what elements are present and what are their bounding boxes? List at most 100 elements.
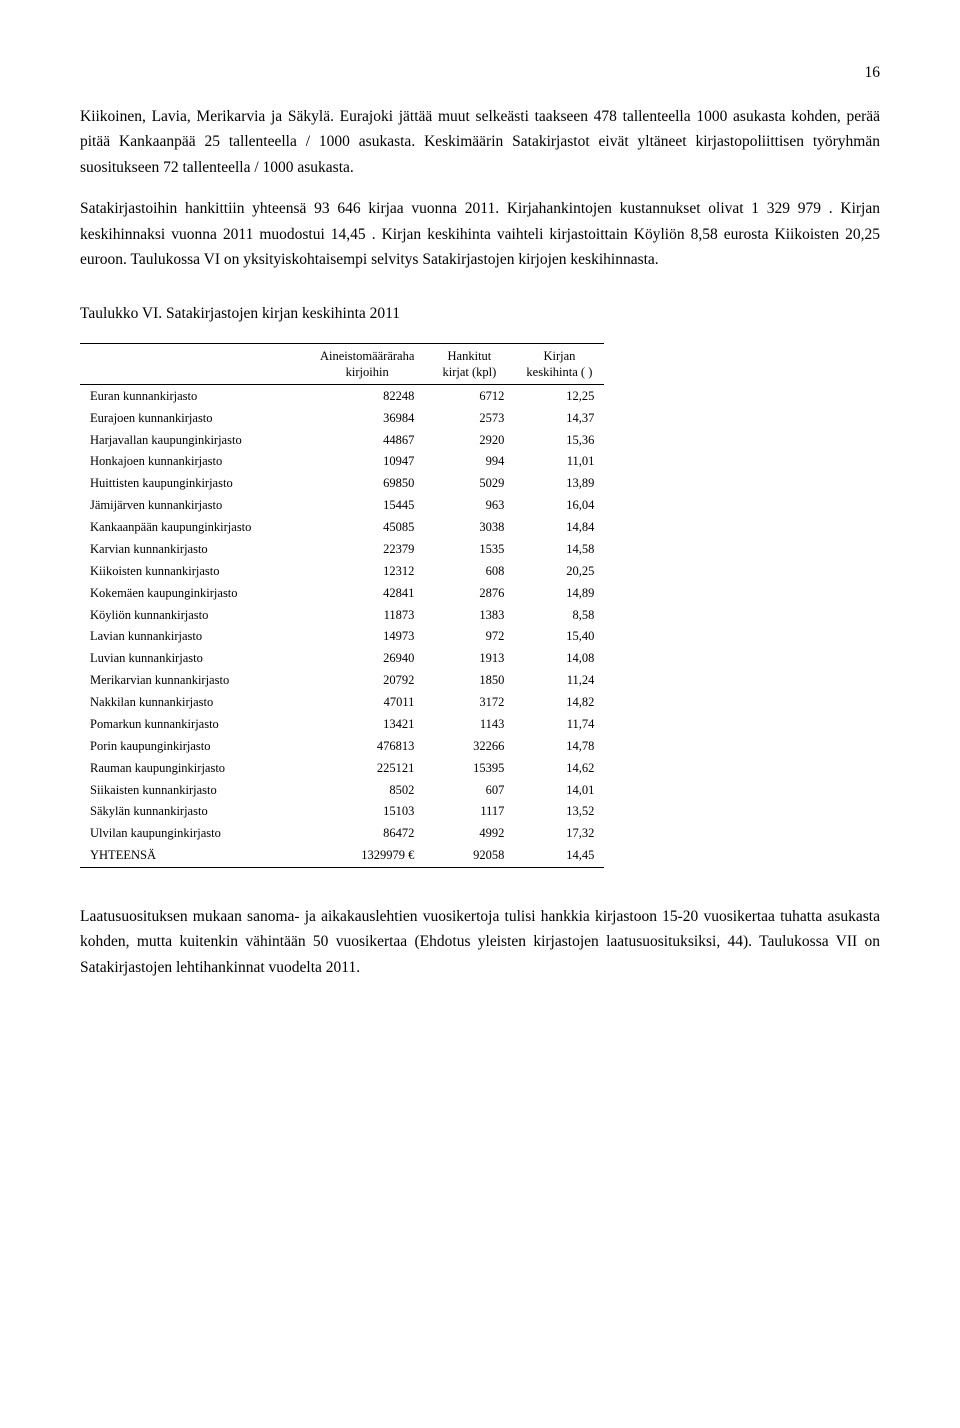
cell-books: 1143 [424, 713, 514, 735]
cell-budget: 8502 [310, 779, 424, 801]
cell-price: 14,01 [514, 779, 604, 801]
table-header-row: Aineistomääräraha kirjoihin Hankitut kir… [80, 343, 604, 385]
table-row: YHTEENSÄ1329979 €9205814,45 [80, 845, 604, 867]
col-header-empty [80, 343, 310, 385]
cell-price: 14,08 [514, 648, 604, 670]
cell-price: 15,36 [514, 429, 604, 451]
cell-budget: 26940 [310, 648, 424, 670]
table-row: Euran kunnankirjasto82248671212,25 [80, 385, 604, 407]
cell-price: 14,62 [514, 757, 604, 779]
cell-price: 14,37 [514, 407, 604, 429]
cell-price: 16,04 [514, 495, 604, 517]
table-row: Kankaanpään kaupunginkirjasto45085303814… [80, 517, 604, 539]
paragraph-2: Satakirjastoihin hankittiin yhteensä 93 … [80, 196, 880, 273]
cell-library-name: Huittisten kaupunginkirjasto [80, 473, 310, 495]
table-row: Eurajoen kunnankirjasto36984257314,37 [80, 407, 604, 429]
cell-budget: 13421 [310, 713, 424, 735]
table-row: Merikarvian kunnankirjasto20792185011,24 [80, 670, 604, 692]
table-row: Säkylän kunnankirjasto15103111713,52 [80, 801, 604, 823]
cell-budget: 476813 [310, 735, 424, 757]
cell-budget: 82248 [310, 385, 424, 407]
cell-budget: 1329979 € [310, 845, 424, 867]
table-row: Nakkilan kunnankirjasto47011317214,82 [80, 692, 604, 714]
cell-budget: 10947 [310, 451, 424, 473]
cell-price: 13,52 [514, 801, 604, 823]
cell-price: 8,58 [514, 604, 604, 626]
cell-books: 607 [424, 779, 514, 801]
cell-price: 14,89 [514, 582, 604, 604]
cell-library-name: Pomarkun kunnankirjasto [80, 713, 310, 735]
cell-price: 13,89 [514, 473, 604, 495]
table-row: Kiikoisten kunnankirjasto1231260820,25 [80, 560, 604, 582]
cell-price: 12,25 [514, 385, 604, 407]
cell-price: 14,78 [514, 735, 604, 757]
cell-budget: 15445 [310, 495, 424, 517]
table-row: Rauman kaupunginkirjasto2251211539514,62 [80, 757, 604, 779]
col-header-books: Hankitut kirjat (kpl) [424, 343, 514, 385]
cell-books: 3038 [424, 517, 514, 539]
cell-library-name: Harjavallan kaupunginkirjasto [80, 429, 310, 451]
table-row: Karvian kunnankirjasto22379153514,58 [80, 538, 604, 560]
cell-books: 32266 [424, 735, 514, 757]
table-row: Kokemäen kaupunginkirjasto42841287614,89 [80, 582, 604, 604]
cell-budget: 47011 [310, 692, 424, 714]
cell-library-name: YHTEENSÄ [80, 845, 310, 867]
cell-budget: 20792 [310, 670, 424, 692]
cell-books: 608 [424, 560, 514, 582]
cell-library-name: Karvian kunnankirjasto [80, 538, 310, 560]
cell-books: 1117 [424, 801, 514, 823]
cell-price: 14,82 [514, 692, 604, 714]
cell-books: 6712 [424, 385, 514, 407]
table-row: Luvian kunnankirjasto26940191314,08 [80, 648, 604, 670]
table-row: Siikaisten kunnankirjasto850260714,01 [80, 779, 604, 801]
table-row: Harjavallan kaupunginkirjasto44867292015… [80, 429, 604, 451]
cell-price: 11,01 [514, 451, 604, 473]
cell-library-name: Lavian kunnankirjasto [80, 626, 310, 648]
col-header-price: Kirjan keskihinta ( ) [514, 343, 604, 385]
cell-library-name: Euran kunnankirjasto [80, 385, 310, 407]
cell-books: 2573 [424, 407, 514, 429]
cell-books: 5029 [424, 473, 514, 495]
page-number: 16 [80, 60, 880, 86]
price-table: Aineistomääräraha kirjoihin Hankitut kir… [80, 343, 604, 868]
cell-books: 4992 [424, 823, 514, 845]
paragraph-3: Laatusuosituksen mukaan sanoma- ja aikak… [80, 904, 880, 981]
cell-price: 17,32 [514, 823, 604, 845]
table-row: Huittisten kaupunginkirjasto69850502913,… [80, 473, 604, 495]
cell-library-name: Luvian kunnankirjasto [80, 648, 310, 670]
cell-price: 20,25 [514, 560, 604, 582]
cell-books: 2876 [424, 582, 514, 604]
cell-library-name: Säkylän kunnankirjasto [80, 801, 310, 823]
cell-budget: 69850 [310, 473, 424, 495]
cell-price: 15,40 [514, 626, 604, 648]
table-title: Taulukko VI. Satakirjastojen kirjan kesk… [80, 301, 880, 327]
cell-library-name: Kiikoisten kunnankirjasto [80, 560, 310, 582]
cell-books: 2920 [424, 429, 514, 451]
table-row: Jämijärven kunnankirjasto1544596316,04 [80, 495, 604, 517]
cell-budget: 12312 [310, 560, 424, 582]
cell-library-name: Köyliön kunnankirjasto [80, 604, 310, 626]
cell-budget: 42841 [310, 582, 424, 604]
cell-budget: 86472 [310, 823, 424, 845]
cell-budget: 44867 [310, 429, 424, 451]
cell-price: 14,58 [514, 538, 604, 560]
cell-books: 1850 [424, 670, 514, 692]
cell-price: 11,24 [514, 670, 604, 692]
table-row: Ulvilan kaupunginkirjasto86472499217,32 [80, 823, 604, 845]
cell-library-name: Siikaisten kunnankirjasto [80, 779, 310, 801]
cell-budget: 15103 [310, 801, 424, 823]
cell-books: 963 [424, 495, 514, 517]
cell-budget: 225121 [310, 757, 424, 779]
table-row: Honkajoen kunnankirjasto1094799411,01 [80, 451, 604, 473]
cell-library-name: Ulvilan kaupunginkirjasto [80, 823, 310, 845]
cell-books: 1383 [424, 604, 514, 626]
cell-library-name: Honkajoen kunnankirjasto [80, 451, 310, 473]
cell-books: 3172 [424, 692, 514, 714]
cell-library-name: Nakkilan kunnankirjasto [80, 692, 310, 714]
cell-library-name: Jämijärven kunnankirjasto [80, 495, 310, 517]
cell-books: 972 [424, 626, 514, 648]
cell-library-name: Kokemäen kaupunginkirjasto [80, 582, 310, 604]
cell-budget: 11873 [310, 604, 424, 626]
cell-books: 92058 [424, 845, 514, 867]
cell-budget: 36984 [310, 407, 424, 429]
